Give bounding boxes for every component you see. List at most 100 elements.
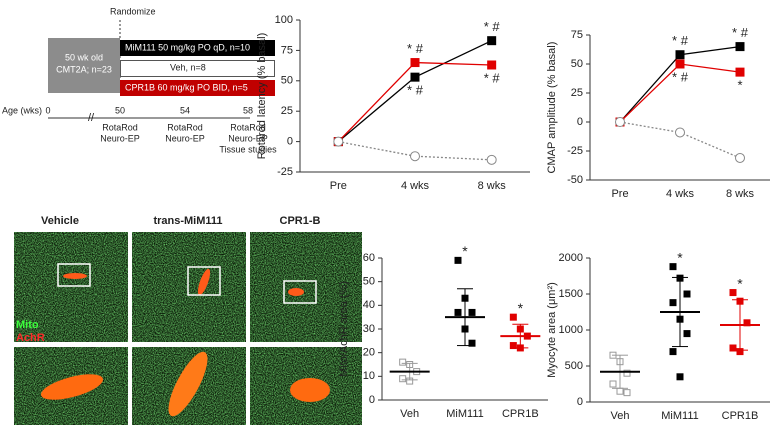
axis-break: // [88, 112, 95, 124]
arm-label: MiM111 50 mg/kg PO qD, n=10 [125, 42, 250, 52]
study-design: Randomize 50 wk old CMT2A; n=23 MiM111 5… [2, 6, 277, 154]
arm-label: CPR1B 60 mg/kg PO BID, n=5 [125, 82, 248, 92]
endplate [168, 351, 208, 417]
marker [675, 59, 685, 69]
significance-mark: * # [407, 83, 424, 98]
y-tick-label: 25 [281, 105, 293, 117]
significance-mark: * # [407, 41, 424, 56]
image-texture [14, 232, 128, 342]
x-tick-label: Veh [611, 410, 630, 422]
endplate [290, 378, 330, 402]
x-tick-label: 8 wks [478, 180, 507, 192]
y-tick-label: 30 [363, 323, 375, 335]
y-tick-label: 50 [281, 75, 293, 87]
data-point [616, 387, 624, 395]
channel-label: Mito [16, 319, 39, 331]
significance-mark: * [737, 275, 743, 291]
y-axis-label: Mito/AchR area (%) [338, 281, 350, 377]
y-tick-label: 60 [363, 252, 375, 264]
cohort-box [48, 38, 120, 93]
endplate [288, 288, 304, 296]
x-tick-label: Pre [611, 188, 628, 200]
arm-label: Veh, n=8 [170, 62, 206, 72]
marker [675, 50, 685, 60]
data-point [399, 375, 407, 383]
series-line [619, 121, 741, 159]
y-tick-label: 1000 [559, 324, 583, 336]
y-tick-label: 75 [281, 44, 293, 56]
y-tick-label: 0 [577, 116, 583, 128]
inset-box [283, 280, 317, 304]
significance-mark: * [737, 78, 742, 93]
x-tick-label: 4 wks [401, 180, 430, 192]
event: Neuro-EP [100, 133, 140, 143]
data-point [468, 308, 476, 316]
marker [675, 127, 685, 138]
channel-label: AchR [16, 332, 45, 344]
data-point [683, 330, 691, 338]
event: Neuro-EP [165, 133, 205, 143]
age-tick: 0 [45, 105, 50, 115]
event: RotaRod [102, 122, 138, 132]
significance-mark: * # [672, 69, 689, 84]
y-axis-label: Rotarod latency (% basal) [256, 33, 268, 160]
significance-mark: * # [672, 33, 689, 48]
event: RotaRod [167, 122, 203, 132]
significance-mark: * [677, 249, 683, 265]
y-tick-label: 10 [363, 370, 375, 382]
y-tick-label: 40 [363, 299, 375, 311]
y-tick-label: 25 [571, 87, 583, 99]
x-tick-label: 8 wks [726, 188, 755, 200]
image-column-label: CPR1-B [280, 215, 321, 227]
marker [735, 152, 745, 163]
marker [487, 36, 497, 46]
y-tick-label: 2000 [559, 252, 583, 264]
data-point [729, 344, 737, 352]
arm-box [120, 40, 275, 56]
endplate [63, 273, 87, 279]
data-point [669, 263, 677, 271]
y-tick-label: 500 [565, 360, 583, 372]
x-tick-label: CPR1B [722, 410, 759, 422]
image-texture [132, 232, 246, 342]
y-tick-label: 1500 [559, 288, 583, 300]
event: RotaRod [230, 122, 266, 132]
y-tick-label: 50 [571, 58, 583, 70]
x-tick-label: Pre [330, 180, 347, 192]
y-tick-label: 20 [363, 347, 375, 359]
data-point [468, 339, 476, 347]
data-point [509, 313, 517, 321]
y-tick-label: 75 [571, 29, 583, 41]
data-point [509, 342, 517, 350]
age-tick: 58 [243, 105, 253, 115]
marker [486, 154, 497, 165]
marker [735, 67, 745, 77]
micrographs: Vehicle trans-MiM111 CPR1-B Mito AchR [14, 215, 362, 425]
x-tick-label: Veh [400, 408, 419, 420]
data-point [676, 373, 684, 381]
endplate [40, 374, 104, 400]
y-axis-label: Myocyte area (μm²) [546, 282, 558, 378]
data-point [669, 348, 677, 356]
marker [615, 117, 625, 127]
arm-box [120, 80, 275, 96]
cohort-label: 50 wk old [65, 52, 103, 62]
significance-mark: * # [484, 70, 501, 85]
data-point [399, 358, 407, 366]
y-tick-label: 0 [369, 394, 375, 406]
age-tick: 54 [180, 105, 190, 115]
inset-box [57, 263, 91, 287]
data-point [623, 369, 631, 377]
data-point [729, 289, 737, 297]
marker [410, 72, 420, 82]
y-tick-label: -50 [567, 174, 583, 186]
y-tick-label: -25 [277, 166, 293, 178]
marker [333, 136, 344, 147]
y-tick-label: 0 [577, 396, 583, 408]
y-axis-label: CMAP amplitude (% basal) [546, 42, 558, 174]
randomize-label: Randomize [110, 6, 156, 16]
event: Neuro-EP [228, 133, 268, 143]
marker [410, 58, 420, 68]
data-point [669, 299, 677, 307]
